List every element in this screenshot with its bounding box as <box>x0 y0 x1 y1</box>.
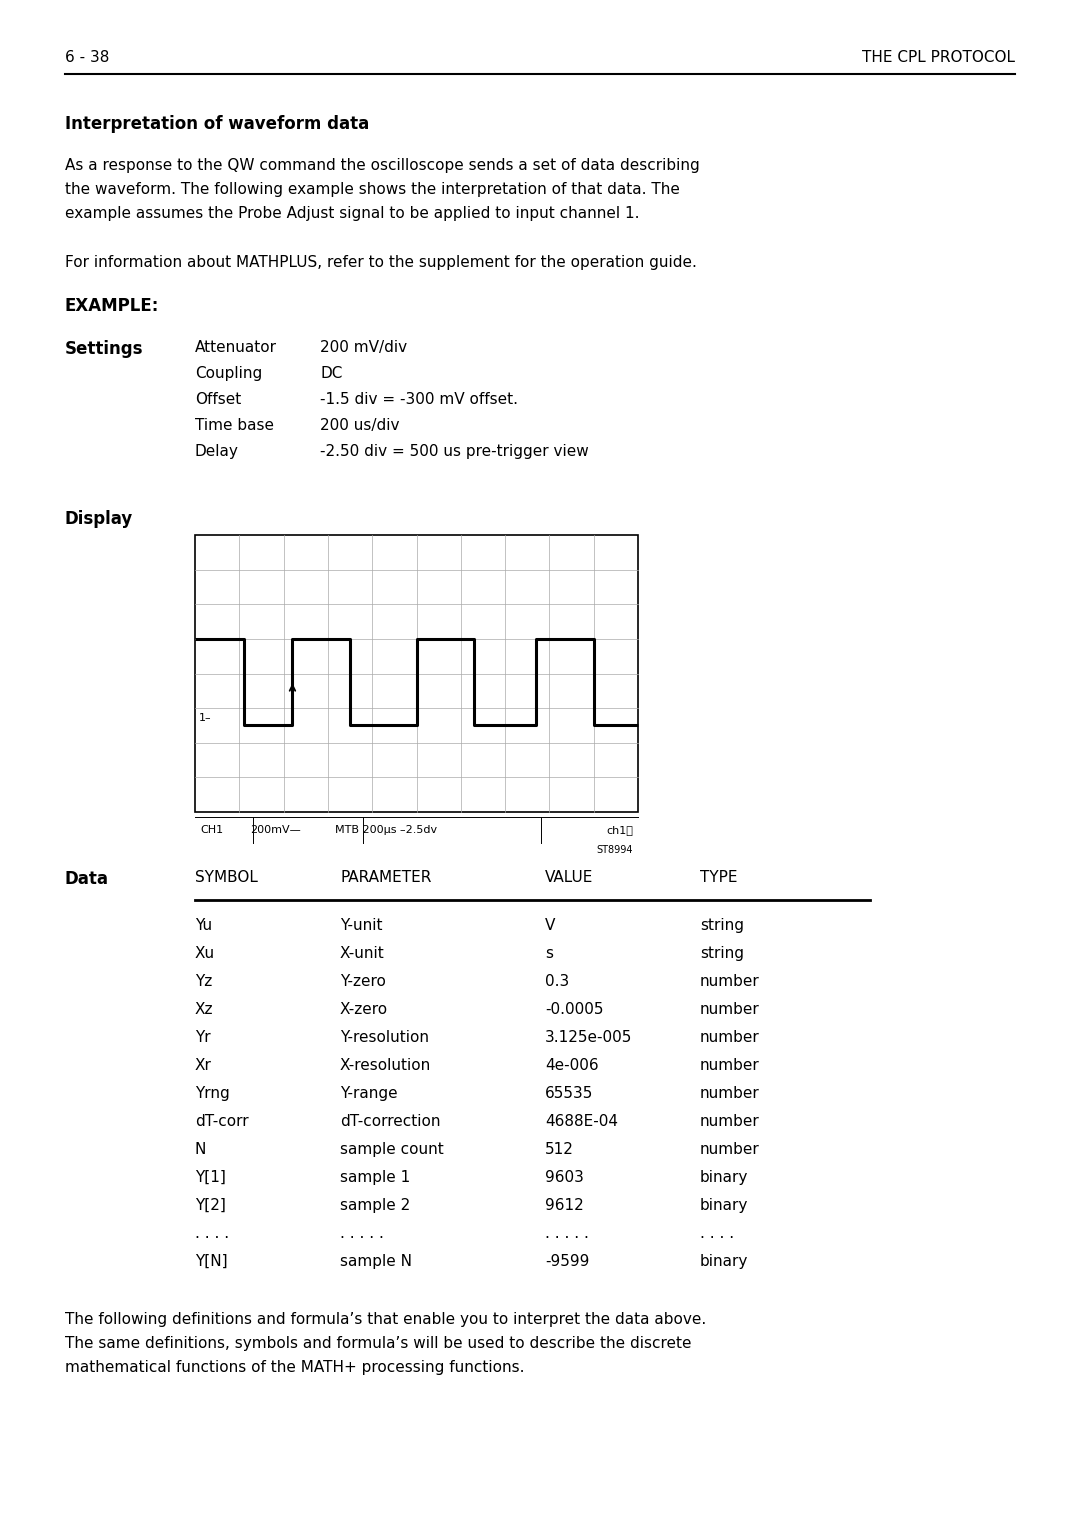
Text: 1–: 1– <box>199 714 212 723</box>
Text: Yz: Yz <box>195 974 213 989</box>
Text: sample N: sample N <box>340 1254 411 1269</box>
Text: 200 us/div: 200 us/div <box>320 417 400 433</box>
Text: 6 - 38: 6 - 38 <box>65 50 109 66</box>
Text: mathematical functions of the MATH+ processing functions.: mathematical functions of the MATH+ proc… <box>65 1359 525 1375</box>
Text: number: number <box>700 1142 759 1157</box>
Text: . . . .: . . . . <box>700 1226 734 1242</box>
Text: 3.125e-005: 3.125e-005 <box>545 1031 633 1044</box>
Text: 9603: 9603 <box>545 1170 584 1185</box>
Text: Attenuator: Attenuator <box>195 339 276 355</box>
Text: Y-zero: Y-zero <box>340 974 386 989</box>
Text: Xr: Xr <box>195 1058 212 1073</box>
Text: number: number <box>700 1001 759 1017</box>
Text: The following definitions and formula’s that enable you to interpret the data ab: The following definitions and formula’s … <box>65 1312 706 1327</box>
Text: . . . . .: . . . . . <box>545 1226 589 1242</box>
Text: N: N <box>195 1142 206 1157</box>
Text: TYPE: TYPE <box>700 870 738 885</box>
Text: As a response to the QW command the oscilloscope sends a set of data describing: As a response to the QW command the osci… <box>65 157 700 173</box>
Text: MTB 200μs –2.5dv: MTB 200μs –2.5dv <box>335 826 437 835</box>
Text: EXAMPLE:: EXAMPLE: <box>65 297 160 315</box>
Text: Coupling: Coupling <box>195 365 262 381</box>
Text: PARAMETER: PARAMETER <box>340 870 431 885</box>
Text: Y-range: Y-range <box>340 1086 397 1101</box>
Text: . . . . .: . . . . . <box>340 1226 383 1242</box>
Text: Yr: Yr <box>195 1031 211 1044</box>
Text: 200 mV/div: 200 mV/div <box>320 339 407 355</box>
Text: X-resolution: X-resolution <box>340 1058 431 1073</box>
Text: 65535: 65535 <box>545 1086 593 1101</box>
Text: ch1⎺: ch1⎺ <box>606 826 633 835</box>
Text: number: number <box>700 974 759 989</box>
Text: sample count: sample count <box>340 1142 444 1157</box>
Text: -9599: -9599 <box>545 1254 590 1269</box>
Text: -0.0005: -0.0005 <box>545 1001 604 1017</box>
Text: X-unit: X-unit <box>340 946 384 962</box>
Text: number: number <box>700 1086 759 1101</box>
Text: For information about MATHPLUS, refer to the supplement for the operation guide.: For information about MATHPLUS, refer to… <box>65 255 697 271</box>
Text: X-zero: X-zero <box>340 1001 388 1017</box>
Text: example assumes the Probe Adjust signal to be applied to input channel 1.: example assumes the Probe Adjust signal … <box>65 206 639 222</box>
Text: binary: binary <box>700 1170 748 1185</box>
Text: Data: Data <box>65 870 109 888</box>
Bar <box>195 535 638 812</box>
Text: Delay: Delay <box>195 443 239 459</box>
Text: sample 2: sample 2 <box>340 1199 410 1212</box>
Text: CH1: CH1 <box>200 826 224 835</box>
Text: dT-corr: dT-corr <box>195 1115 248 1128</box>
Text: Time base: Time base <box>195 417 274 433</box>
Text: Y[N]: Y[N] <box>195 1254 228 1269</box>
Text: sample 1: sample 1 <box>340 1170 410 1185</box>
Text: the waveform. The following example shows the interpretation of that data. The: the waveform. The following example show… <box>65 182 680 197</box>
Text: -1.5 div = -300 mV offset.: -1.5 div = -300 mV offset. <box>320 391 518 407</box>
Text: number: number <box>700 1115 759 1128</box>
Text: ST8994: ST8994 <box>596 846 633 855</box>
Text: 4688E-04: 4688E-04 <box>545 1115 618 1128</box>
Text: Yrng: Yrng <box>195 1086 230 1101</box>
Text: The same definitions, symbols and formula’s will be used to describe the discret: The same definitions, symbols and formul… <box>65 1336 691 1352</box>
Text: Y-unit: Y-unit <box>340 917 382 933</box>
Text: SYMBOL: SYMBOL <box>195 870 258 885</box>
Text: Offset: Offset <box>195 391 241 407</box>
Text: string: string <box>700 917 744 933</box>
Text: Y-resolution: Y-resolution <box>340 1031 429 1044</box>
Text: 9612: 9612 <box>545 1199 584 1212</box>
Text: s: s <box>545 946 553 962</box>
Text: Interpretation of waveform data: Interpretation of waveform data <box>65 115 369 133</box>
Text: Display: Display <box>65 511 133 528</box>
Text: dT-correction: dT-correction <box>340 1115 441 1128</box>
Text: number: number <box>700 1031 759 1044</box>
Text: VALUE: VALUE <box>545 870 593 885</box>
Text: Y[2]: Y[2] <box>195 1199 226 1212</box>
Text: string: string <box>700 946 744 962</box>
Text: 512: 512 <box>545 1142 573 1157</box>
Text: binary: binary <box>700 1254 748 1269</box>
Text: Settings: Settings <box>65 339 144 358</box>
Text: 4e-006: 4e-006 <box>545 1058 598 1073</box>
Text: 200mV—: 200mV— <box>249 826 300 835</box>
Text: DC: DC <box>320 365 342 381</box>
Text: Xz: Xz <box>195 1001 214 1017</box>
Text: -2.50 div = 500 us pre-trigger view: -2.50 div = 500 us pre-trigger view <box>320 443 589 459</box>
Text: THE CPL PROTOCOL: THE CPL PROTOCOL <box>862 50 1015 66</box>
Text: Xu: Xu <box>195 946 215 962</box>
Text: . . . .: . . . . <box>195 1226 229 1242</box>
Text: Yu: Yu <box>195 917 212 933</box>
Text: binary: binary <box>700 1199 748 1212</box>
Text: Y[1]: Y[1] <box>195 1170 226 1185</box>
Text: number: number <box>700 1058 759 1073</box>
Text: V: V <box>545 917 555 933</box>
Text: 0.3: 0.3 <box>545 974 569 989</box>
